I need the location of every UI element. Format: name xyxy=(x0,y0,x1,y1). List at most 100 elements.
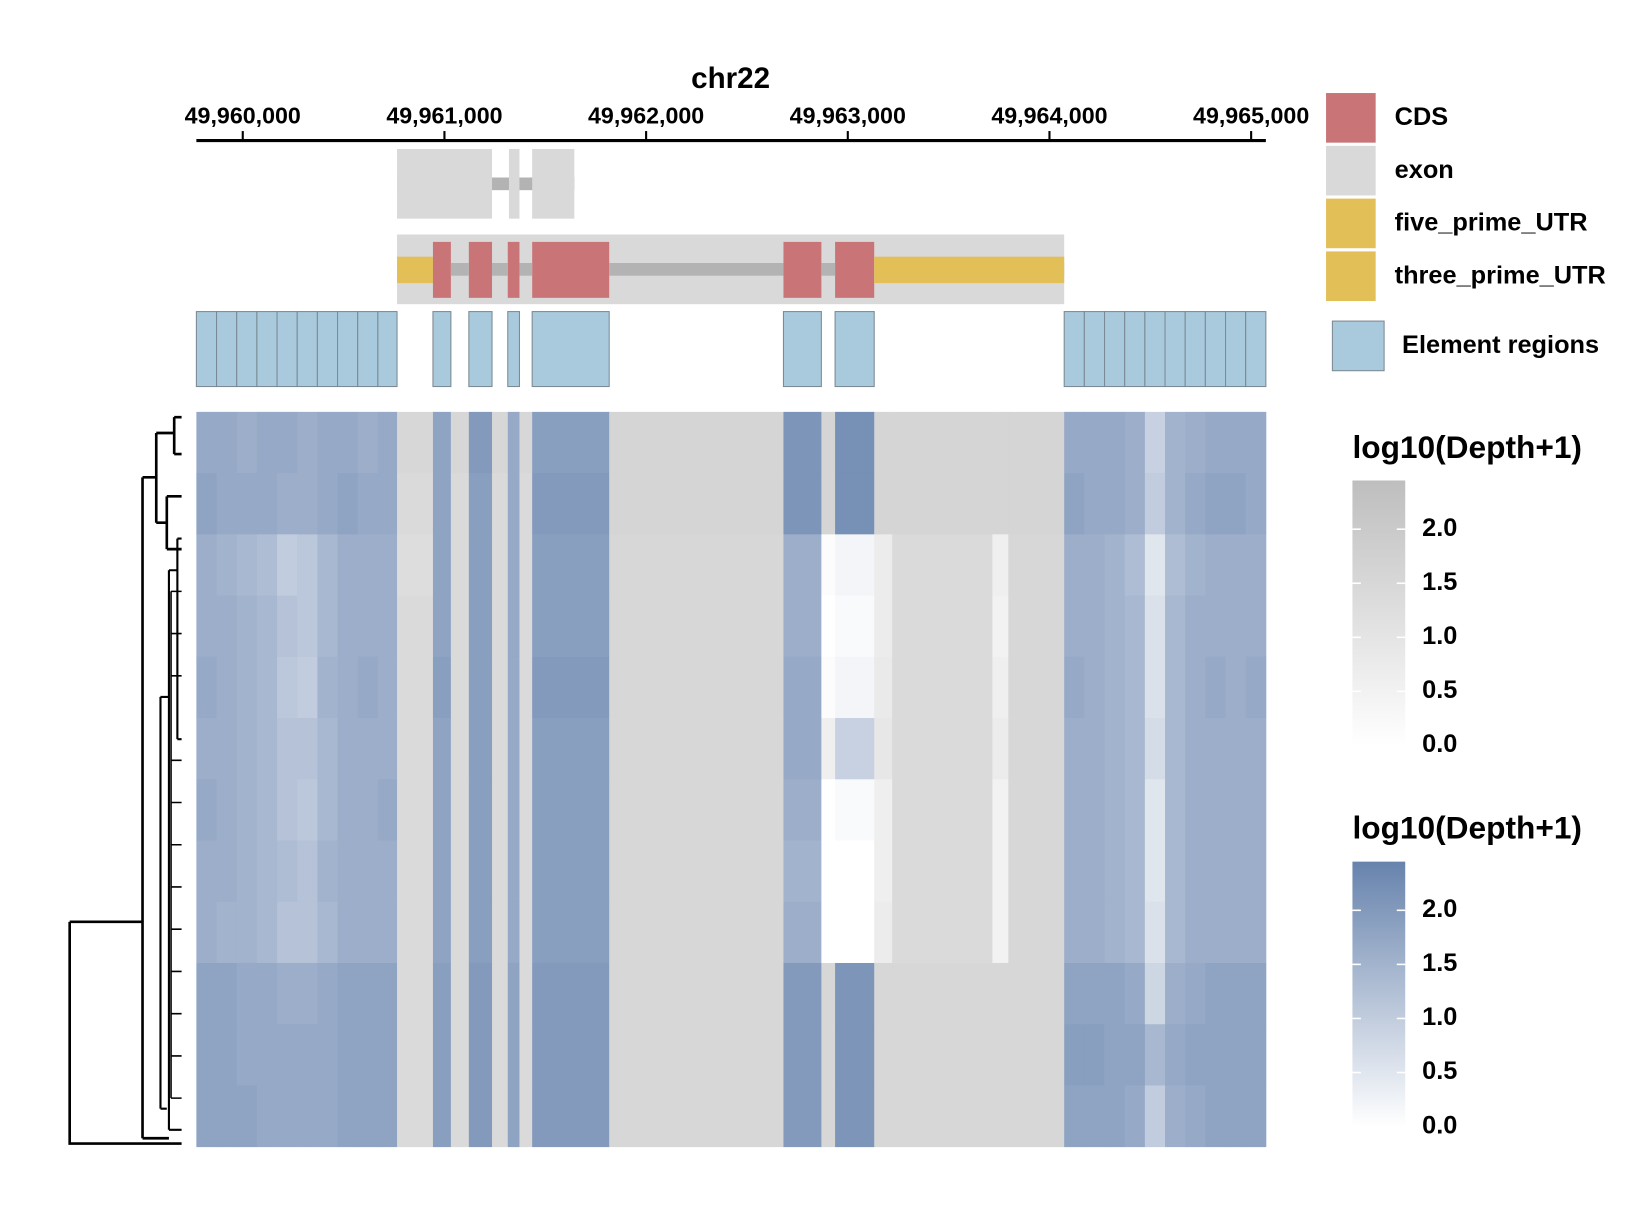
gene-feature xyxy=(397,148,493,219)
heatmap-cell xyxy=(492,411,509,474)
element-region xyxy=(1164,311,1186,388)
heatmap-cell xyxy=(450,656,470,719)
heatmap-cell xyxy=(1185,901,1206,964)
heatmap-cell xyxy=(821,962,836,1025)
heatmap-cell xyxy=(609,1024,784,1086)
colorbar-tick-label: 0.5 xyxy=(1422,676,1457,704)
heatmap-cell xyxy=(1124,595,1146,658)
heatmap-cell xyxy=(1084,411,1105,474)
heatmap-cell xyxy=(1104,840,1126,903)
heatmap-cell xyxy=(1245,473,1267,535)
heatmap-cell xyxy=(783,473,822,535)
heatmap-cell xyxy=(450,779,470,841)
heatmap-cell xyxy=(821,473,836,535)
heatmap-cell xyxy=(432,1024,452,1086)
heatmap-cell xyxy=(1205,656,1226,719)
heatmap-cell xyxy=(783,901,822,964)
heatmap-cell xyxy=(992,595,1009,658)
heatmap-cell xyxy=(196,718,217,780)
heatmap-cell xyxy=(397,718,434,780)
heatmap-cell xyxy=(317,718,338,780)
heatmap-cell xyxy=(992,473,1009,535)
heatmap-cell xyxy=(1205,411,1226,474)
heatmap-cell xyxy=(216,656,238,719)
element-region xyxy=(468,311,493,388)
heatmap-cell xyxy=(874,779,893,841)
heatmap-cell xyxy=(337,1024,359,1086)
heatmap-cell xyxy=(216,962,238,1025)
heatmap-cell xyxy=(277,840,298,903)
heatmap-cell xyxy=(468,473,493,535)
gene-feature xyxy=(532,148,575,219)
heatmap-cell xyxy=(377,473,398,535)
heatmap-cell xyxy=(397,411,434,474)
heatmap-cell xyxy=(1225,840,1247,903)
heatmap-cell xyxy=(492,901,509,964)
heatmap-cell xyxy=(492,534,509,597)
heatmap-cell xyxy=(357,962,379,1025)
heatmap-cell xyxy=(297,656,318,719)
heatmap-cell xyxy=(892,779,993,841)
heatmap-cell xyxy=(317,534,338,597)
heatmap-cell xyxy=(357,411,379,474)
heatmap-cell xyxy=(892,1085,993,1148)
gene-feature xyxy=(874,256,1065,284)
heatmap-cell xyxy=(256,411,278,474)
heatmap-cell xyxy=(450,718,470,780)
heatmap-cell xyxy=(196,656,217,719)
heatmap-cell xyxy=(1064,411,1085,474)
heatmap-cell xyxy=(1185,718,1206,780)
heatmap-cell xyxy=(297,595,318,658)
heatmap-cell xyxy=(397,473,434,535)
x-tick-label: 49,964,000 xyxy=(991,102,1107,128)
heatmap-cell xyxy=(1144,473,1166,535)
heatmap-cell xyxy=(256,962,278,1025)
heatmap-cell xyxy=(821,1024,836,1086)
x-tick-label: 49,963,000 xyxy=(790,102,906,128)
heatmap-cell xyxy=(1245,962,1267,1025)
heatmap-cell xyxy=(783,1024,822,1086)
heatmap-cell xyxy=(992,1024,1009,1086)
heatmap-cell xyxy=(1008,1085,1065,1148)
heatmap-cell xyxy=(377,534,398,597)
heatmap-cell xyxy=(835,840,875,903)
heatmap-cell xyxy=(783,779,822,841)
heatmap-cell xyxy=(317,840,338,903)
element-region xyxy=(1204,311,1227,388)
heatmap-cell xyxy=(468,656,493,719)
heatmap-cell xyxy=(1165,840,1186,903)
heatmap-cell xyxy=(1064,1085,1085,1148)
heatmap-cell xyxy=(1225,656,1247,719)
heatmap-cell xyxy=(1104,1024,1126,1086)
heatmap-cell xyxy=(468,411,493,474)
heatmap-cell xyxy=(468,1085,493,1148)
legend-swatch xyxy=(1326,251,1376,302)
heatmap-cell xyxy=(519,473,533,535)
heatmap-cell xyxy=(277,656,298,719)
heatmap-cell xyxy=(432,718,452,780)
heatmap-cell xyxy=(450,534,470,597)
heatmap-cell xyxy=(1245,901,1267,964)
heatmap-cell xyxy=(377,595,398,658)
heatmap-cell xyxy=(1064,840,1085,903)
heatmap-cell xyxy=(236,534,258,597)
heatmap-cell xyxy=(892,656,993,719)
heatmap-cell xyxy=(337,962,359,1025)
heatmap-cell xyxy=(1205,1085,1226,1148)
heatmap-cell xyxy=(196,595,217,658)
heatmap-cell xyxy=(609,962,784,1025)
heatmap-cell xyxy=(1144,411,1166,474)
legend-label: CDS xyxy=(1395,103,1448,131)
heatmap-cell xyxy=(1245,840,1267,903)
heatmap-cell xyxy=(432,962,452,1025)
heatmap-cell xyxy=(357,595,379,658)
heatmap-cell xyxy=(317,1024,338,1086)
heatmap-cell xyxy=(532,411,610,474)
legend-swatch xyxy=(1326,93,1376,143)
heatmap-cell xyxy=(397,534,434,597)
heatmap-cell xyxy=(1165,962,1186,1025)
intron xyxy=(821,263,836,276)
heatmap-cell xyxy=(432,534,452,597)
heatmap-cell xyxy=(874,840,893,903)
heatmap-cell xyxy=(1064,595,1085,658)
